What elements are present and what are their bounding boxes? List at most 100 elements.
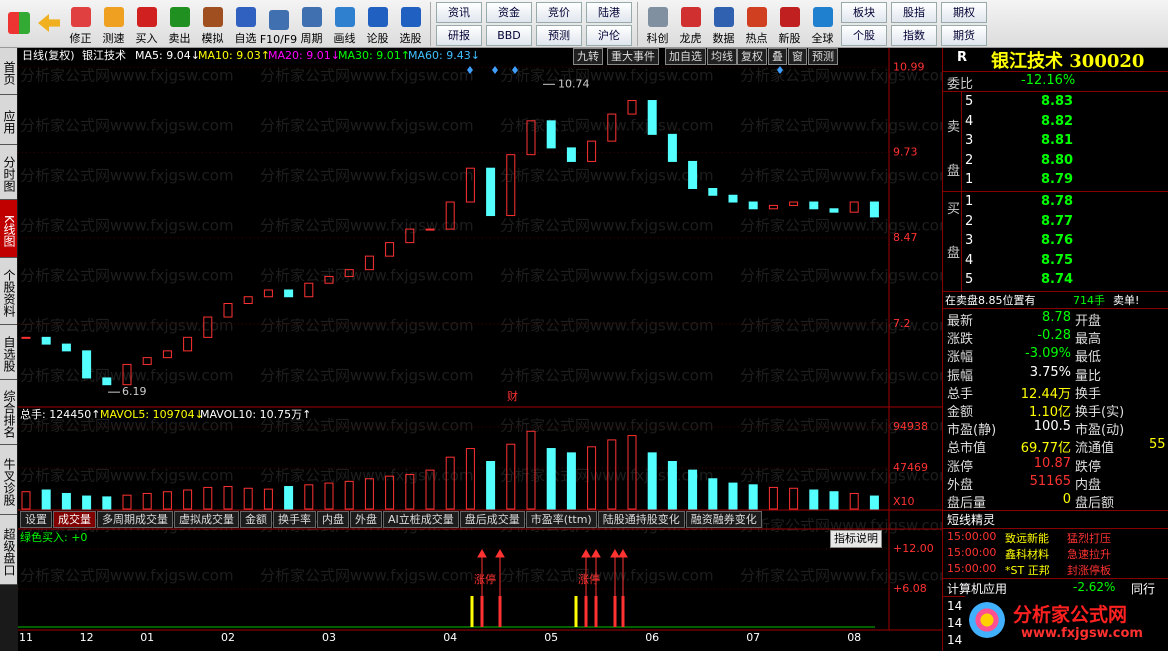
toolbar-button[interactable]: 论股 <box>361 0 394 46</box>
volume-bar <box>587 446 597 510</box>
stat-label: 换手(实) <box>1075 405 1125 420</box>
toolbar-text-button[interactable]: 竞价 <box>536 2 582 23</box>
chart-button[interactable]: 均线 <box>707 48 737 65</box>
toolbar-button[interactable]: F10/F9 <box>260 0 297 46</box>
toolbar-text-button[interactable]: 资讯 <box>436 2 482 23</box>
toolbar-text-button[interactable]: 陆港 <box>586 2 632 23</box>
candle <box>122 363 132 386</box>
stat-value: 1.10亿 <box>1029 405 1071 420</box>
watermark: 分析家公式网www.fxjgsw.com <box>260 67 474 85</box>
indicator-button[interactable]: 指标说明 <box>830 530 882 548</box>
watermark: 分析家公式网www.fxjgsw.com <box>260 117 474 135</box>
toolbar-button[interactable]: 数据 <box>707 0 740 46</box>
back-icon[interactable] <box>34 0 64 46</box>
volume-tab[interactable]: 外盘 <box>350 511 382 528</box>
side-tab[interactable]: 综合排名 <box>0 380 17 445</box>
side-tab[interactable]: 首页 <box>0 48 17 95</box>
divider <box>943 308 1168 309</box>
divider <box>943 291 1168 292</box>
toolbar-button[interactable]: 周期 <box>295 0 328 46</box>
toolbar-text-button[interactable]: 指数 <box>891 25 937 46</box>
toolbar-text-button[interactable]: 沪伦 <box>586 25 632 46</box>
x-tick-label: 05 <box>544 631 558 644</box>
volume-bar <box>789 487 799 510</box>
chart-button[interactable]: 窗 <box>788 48 807 65</box>
toolbar-button[interactable]: 自选 <box>229 0 262 46</box>
divider <box>943 510 1168 511</box>
toolbar-button[interactable]: 选股 <box>394 0 427 46</box>
volume-tab[interactable]: 盘后成交量 <box>459 511 525 528</box>
toolbar-text-button[interactable]: 个股 <box>841 25 887 46</box>
side-tab[interactable]: K线图 <box>0 200 17 258</box>
x-tick-label: 08 <box>847 631 861 644</box>
toolbar-button[interactable]: 买入 <box>130 0 163 46</box>
watermark: 分析家公式网www.fxjgsw.com <box>740 317 942 335</box>
chart-button[interactable]: 加自选 <box>665 48 706 65</box>
toolbar-text-button[interactable]: 研报 <box>436 25 482 46</box>
side-tab[interactable]: 牛叉诊股 <box>0 445 17 515</box>
side-tab[interactable]: 个股资料 <box>0 258 17 325</box>
chart-button[interactable]: 预测 <box>808 48 838 65</box>
toolbar-text-button[interactable]: 预测 <box>536 25 582 46</box>
sprite-event: 猛烈打压 <box>1067 532 1111 545</box>
volume-tab[interactable]: 金额 <box>240 511 272 528</box>
chart-button[interactable]: 叠 <box>768 48 787 65</box>
side-tab[interactable]: 应用 <box>0 95 17 145</box>
toolbar-text-button[interactable]: 期货 <box>941 25 987 46</box>
volume-tab[interactable]: 多周期成交量 <box>97 511 173 528</box>
volume-tab[interactable]: 虚拟成交量 <box>174 511 239 528</box>
volume-tab[interactable]: AI立桩成交量 <box>383 511 459 528</box>
volume-tab[interactable]: 换手率 <box>273 511 316 528</box>
divider <box>943 71 1168 72</box>
level-price: 8.83 <box>1041 94 1074 109</box>
side-tab[interactable]: 自选股 <box>0 325 17 380</box>
toolbar-button[interactable]: 测速 <box>97 0 130 46</box>
chart-button[interactable]: 九转 <box>573 48 603 65</box>
candle <box>526 120 536 156</box>
side-tab[interactable]: 超级盘口 <box>0 515 17 585</box>
toolbar-text-button[interactable]: 股指 <box>891 2 937 23</box>
toolbar-button[interactable]: 科创 <box>641 0 674 46</box>
toolbar-text-button[interactable]: BBD <box>486 25 532 46</box>
volume-tab[interactable]: 陆股通持股变化 <box>597 511 685 528</box>
side-tabs: 首页 应用 分时图 K线图 个股资料 自选股 综合排名 牛叉诊股 超级盘口 <box>0 48 18 651</box>
watermark: 分析家公式网www.fxjgsw.com <box>500 567 714 585</box>
sector-row: 14 <box>947 633 963 647</box>
y-tick-label: 7.2 <box>893 317 911 330</box>
level-index: 3 <box>965 133 974 148</box>
candle <box>385 242 395 257</box>
toolbar-button[interactable]: 新股 <box>773 0 806 46</box>
toolbar-button[interactable]: 全球 <box>806 0 839 46</box>
volume-tab[interactable]: 融资融券变化 <box>685 511 762 528</box>
volume-bar <box>647 452 657 510</box>
ma-legend: MA20: 9.01↓ <box>268 49 340 62</box>
toolbar-button[interactable]: 修正 <box>64 0 97 46</box>
volume-tab[interactable]: 成交量 <box>53 511 96 528</box>
volume-bar <box>304 484 314 510</box>
chart-button[interactable]: 复权 <box>737 48 767 65</box>
volume-bar <box>263 488 273 510</box>
volume-bar <box>829 491 839 510</box>
toolbar-text-button[interactable]: 期权 <box>941 2 987 23</box>
sprite-title: 短线精灵 <box>947 513 996 527</box>
low-label: 6.19 <box>122 385 147 398</box>
candle <box>61 343 71 352</box>
toolbar-button[interactable]: 卖出 <box>163 0 196 46</box>
volume-tab[interactable]: 市盈率(ttm) <box>525 511 597 528</box>
toolbar-button[interactable]: 龙虎 <box>674 0 707 46</box>
toolbar-button[interactable]: 画线 <box>328 0 361 46</box>
watermark: 分析家公式网www.fxjgsw.com <box>740 117 942 135</box>
toolbar-button[interactable]: 热点 <box>740 0 773 46</box>
stat-value: 0 <box>1062 492 1071 507</box>
y-tick-label: +12.00 <box>893 542 934 555</box>
volume-tab[interactable]: 设置 <box>20 511 52 528</box>
chart-button[interactable]: 重大事件 <box>607 48 659 65</box>
volume-bar <box>809 489 819 510</box>
toolbar-text-button[interactable]: 板块 <box>841 2 887 23</box>
side-tab[interactable]: 分时图 <box>0 145 17 200</box>
toolbar-button[interactable]: 模拟 <box>196 0 229 46</box>
toolbar-text-button[interactable]: 资金 <box>486 2 532 23</box>
volume-tab[interactable]: 内盘 <box>317 511 349 528</box>
volume-bar <box>203 486 213 510</box>
sprite-time: 15:00:00 <box>947 562 997 575</box>
